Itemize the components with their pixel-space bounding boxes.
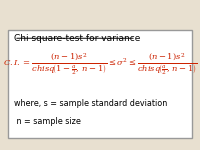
Text: where, s = sample standard deviation: where, s = sample standard deviation xyxy=(14,99,167,108)
Text: Chi square-test for variance: Chi square-test for variance xyxy=(14,34,140,43)
FancyBboxPatch shape xyxy=(8,30,192,138)
Text: n = sample size: n = sample size xyxy=(14,117,81,126)
Text: $\mathit{C.I.} = \dfrac{(n-1)s^2}{\mathit{chisq}\!\left(1-\frac{a}{2},\,n-1\righ: $\mathit{C.I.} = \dfrac{(n-1)s^2}{\mathi… xyxy=(3,51,197,77)
